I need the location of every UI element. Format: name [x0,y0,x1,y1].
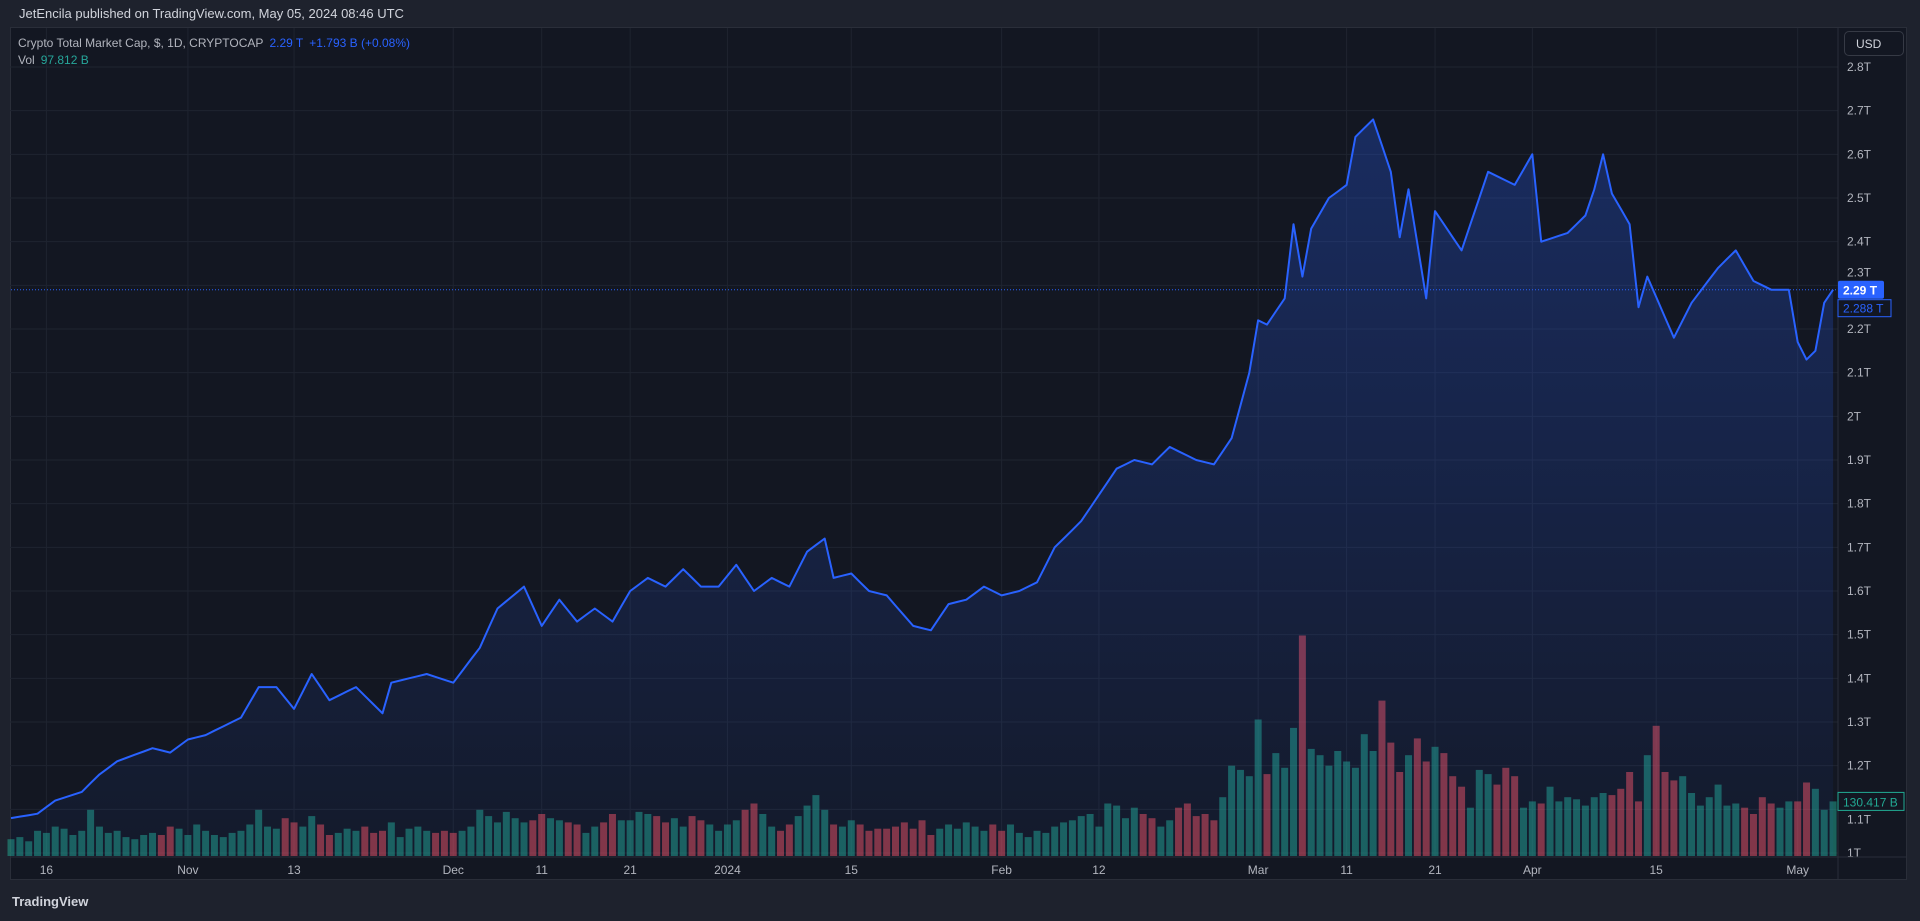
currency-button[interactable]: USD [1844,31,1904,56]
y-tick-label: 1.1T [1847,812,1872,826]
y-tick-label: 2.6T [1847,147,1872,161]
x-tick-label: 21 [1428,863,1442,877]
x-tick-label: 16 [40,863,54,877]
chart-legend: Crypto Total Market Cap, $, 1D, CRYPTOCA… [18,35,410,69]
legend-price: 2.29 T [269,36,304,50]
x-tick-label: 15 [1649,863,1663,877]
last-price-label: 2.29 T [1843,284,1878,298]
y-tick-label: 1.7T [1847,540,1872,554]
x-tick-label: 11 [535,863,548,877]
x-tick-label: 21 [623,863,637,877]
legend-change: +1.793 B (+0.08%) [309,36,410,50]
y-tick-label: 1.5T [1847,628,1872,642]
y-tick-label: 2.5T [1847,191,1872,205]
y-tick-label: 1.3T [1847,715,1872,729]
y-tick-label: 1.6T [1847,584,1872,598]
x-tick-label: Dec [443,863,464,877]
prev-close-label: 2.288 T [1843,302,1884,316]
x-tick-label: May [1786,863,1809,877]
y-tick-label: 1.2T [1847,759,1872,773]
y-tick-label: 2.3T [1847,266,1872,280]
y-tick-label: 2.7T [1847,104,1872,118]
price-area-fill [11,119,1834,856]
tradingview-logo[interactable]: TradingView [12,894,89,909]
y-tick-label: 2.2T [1847,322,1872,336]
volume-label: Vol [18,53,35,67]
prev-close-badge [1837,299,1892,318]
last-price-badge [1838,280,1884,299]
y-tick-label: 2.1T [1847,366,1872,380]
x-tick-label: 15 [845,863,859,877]
y-tick-label: 1.4T [1847,671,1872,685]
y-tick-label: 1.8T [1847,497,1872,511]
price-line [10,118,1834,820]
x-tick-label: Apr [1523,863,1542,877]
x-tick-label: Nov [177,863,198,877]
x-tick-label: Mar [1248,863,1269,877]
x-tick-label: 12 [1092,863,1106,877]
y-tick-label: 1T [1847,846,1862,860]
volume-value: 97.812 B [40,53,89,67]
x-tick-label: Feb [991,863,1012,877]
last-volume-label: 130.417 B [1843,795,1898,809]
publish-header: JetEncila published on TradingView.com, … [0,0,1920,27]
y-tick-label: 2T [1847,409,1862,423]
x-tick-label: 2024 [714,863,741,877]
x-tick-label: 13 [287,863,301,877]
last-volume-badge [1837,791,1905,811]
symbol-title[interactable]: Crypto Total Market Cap, $, 1D, CRYPTOCA… [18,36,264,50]
x-tick-label: 11 [1340,863,1353,877]
y-tick-label: 1.9T [1847,453,1872,467]
publish-info: JetEncila published on TradingView.com, … [19,6,404,21]
y-tick-label: 2.8T [1847,60,1872,74]
footer: TradingView [0,880,1920,921]
y-tick-label: 2.4T [1847,235,1872,249]
